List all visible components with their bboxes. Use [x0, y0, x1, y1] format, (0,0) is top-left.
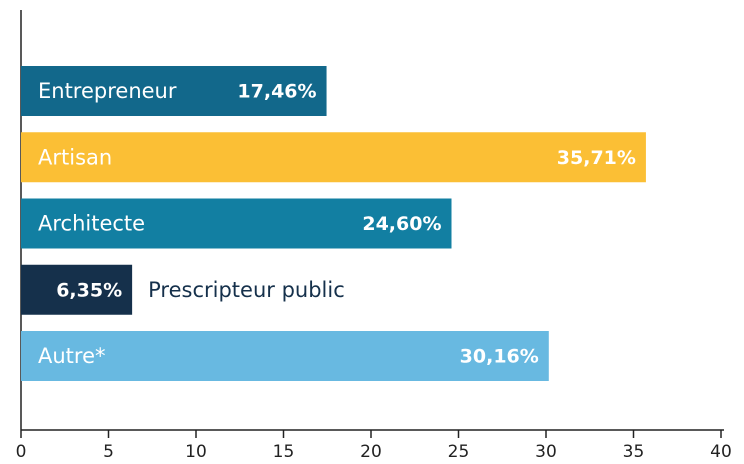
x-tick-label: 30 [535, 442, 557, 462]
category-label: Artisan [38, 145, 112, 169]
bar [21, 132, 646, 183]
value-label: 6,35% [56, 279, 122, 301]
bar [21, 331, 549, 381]
x-tick-label: 0 [16, 442, 27, 462]
value-label: 30,16% [460, 346, 539, 368]
category-label: Autre* [38, 344, 106, 368]
x-tick-label: 35 [623, 442, 645, 462]
x-tick-label: 15 [273, 442, 295, 462]
value-label: 17,46% [237, 81, 316, 103]
x-tick-label: 25 [448, 442, 470, 462]
category-label: Entrepreneur [38, 79, 177, 103]
value-label: 24,60% [362, 213, 441, 235]
bar [21, 198, 452, 249]
x-tick-label: 40 [710, 442, 732, 462]
bar [21, 66, 327, 116]
category-label: Architecte [38, 212, 145, 236]
bar [21, 264, 133, 315]
x-tick-label: 5 [103, 442, 114, 462]
x-tick-label: 10 [185, 442, 207, 462]
x-tick-label: 20 [360, 442, 382, 462]
value-label: 35,71% [557, 147, 636, 169]
category-label: Prescripteur public [148, 278, 345, 302]
